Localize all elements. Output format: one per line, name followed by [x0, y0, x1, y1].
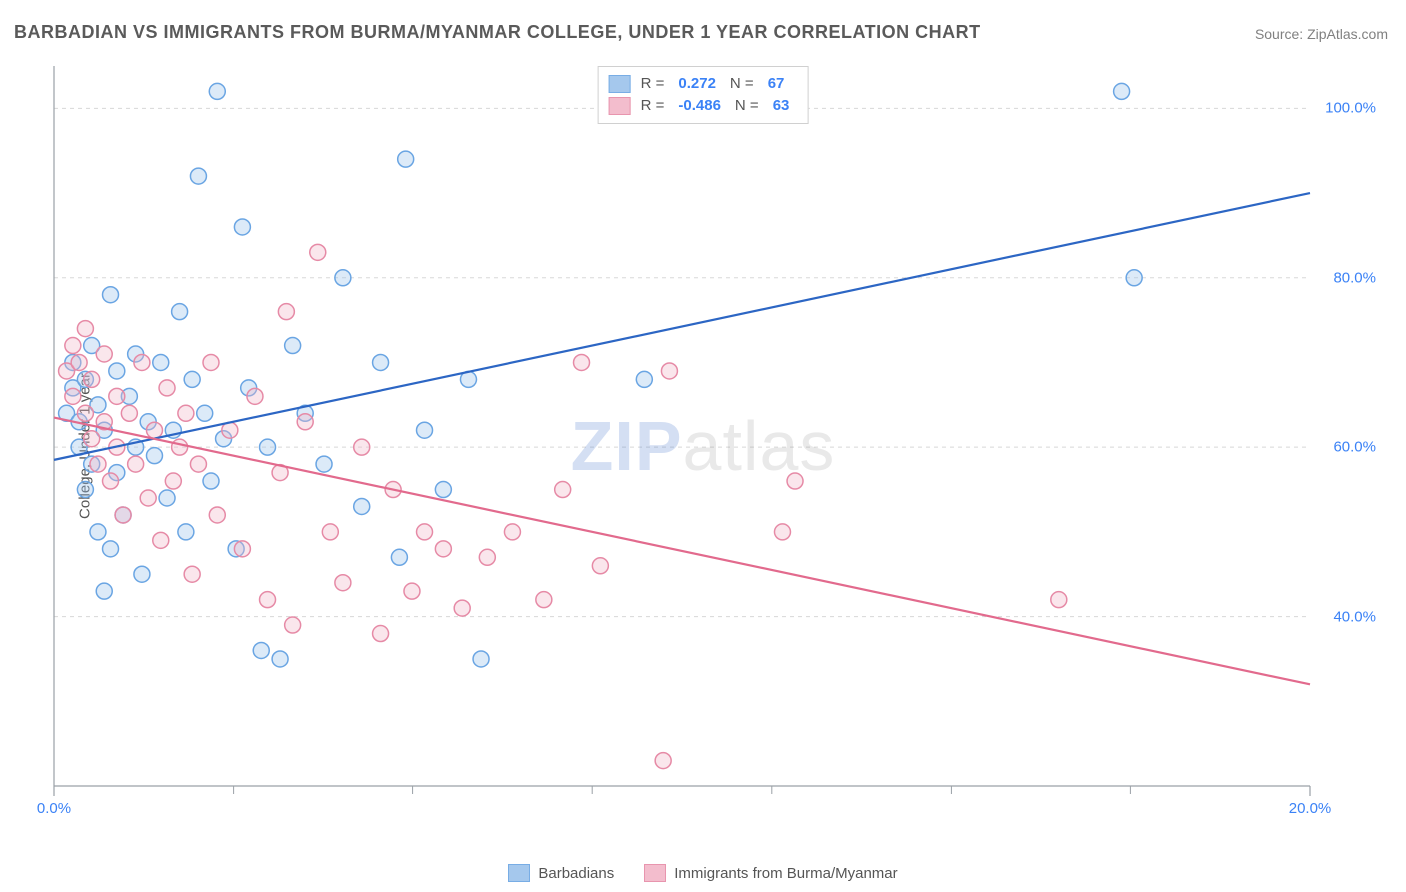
legend-label-burma: Immigrants from Burma/Myanmar	[674, 865, 897, 882]
legend-row-barbadians: R = 0.272 N = 67	[609, 73, 794, 95]
legend-row-burma: R = -0.486 N = 63	[609, 95, 794, 117]
r-value-barbadians: 0.272	[674, 73, 720, 95]
r-label: R =	[641, 73, 665, 95]
r-value-burma: -0.486	[674, 95, 725, 117]
scatter-chart	[50, 62, 1380, 828]
swatch-barbadians	[609, 75, 631, 93]
y-tick-label: 40.0%	[1333, 608, 1376, 625]
swatch-burma	[609, 97, 631, 115]
y-tick-label: 60.0%	[1333, 439, 1376, 456]
x-tick-label: 0.0%	[37, 800, 71, 817]
plot-area	[50, 62, 1380, 828]
chart-title: BARBADIAN VS IMMIGRANTS FROM BURMA/MYANM…	[14, 22, 981, 43]
legend-item-barbadians: Barbadians	[508, 864, 614, 882]
r-label: R =	[641, 95, 665, 117]
legend-label-barbadians: Barbadians	[538, 865, 614, 882]
n-label: N =	[735, 95, 759, 117]
legend-correlation: R = 0.272 N = 67 R = -0.486 N = 63	[598, 66, 809, 124]
y-tick-label: 80.0%	[1333, 269, 1376, 286]
n-value-barbadians: 67	[764, 73, 789, 95]
source-attribution: Source: ZipAtlas.com	[1255, 26, 1388, 42]
swatch-barbadians	[508, 864, 530, 882]
n-label: N =	[730, 73, 754, 95]
n-value-burma: 63	[769, 95, 794, 117]
legend-item-burma: Immigrants from Burma/Myanmar	[644, 864, 897, 882]
x-tick-label: 20.0%	[1289, 800, 1332, 817]
legend-series: Barbadians Immigrants from Burma/Myanmar	[0, 864, 1406, 882]
swatch-burma	[644, 864, 666, 882]
y-tick-label: 100.0%	[1325, 100, 1376, 117]
